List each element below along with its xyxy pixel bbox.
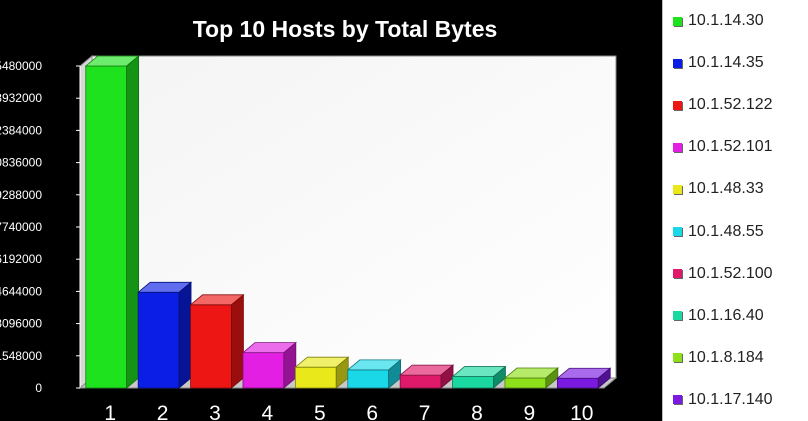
x-tick-label: 6 [366, 402, 378, 421]
y-tick-label: 10836000 [0, 156, 42, 170]
y-tick-label: 13932000 [0, 91, 42, 105]
bar-chart: Top 10 Hosts by Total Bytes 154800001393… [0, 16, 618, 421]
y-tick-label: 12384000 [0, 123, 42, 137]
legend-swatch [673, 353, 682, 363]
legend-swatch [673, 142, 682, 152]
x-tick-label: 10 [570, 402, 593, 421]
y-tick-label: 7740000 [0, 220, 42, 234]
legend-item: 10.1.16.40 [673, 306, 764, 326]
legend-swatch [673, 395, 682, 405]
legend-swatch [673, 227, 682, 237]
bar-front [85, 65, 128, 389]
y-tick-label: 4644000 [0, 284, 42, 298]
legend-label: 10.1.48.55 [688, 222, 764, 240]
y-tick-label: 15480000 [0, 59, 42, 73]
bar-4 [241, 341, 297, 389]
y-tick-label: 6192000 [0, 252, 42, 266]
legend-label: 10.1.14.30 [688, 12, 764, 30]
x-tick-label: 5 [314, 402, 326, 421]
legend-label: 10.1.16.40 [688, 306, 764, 324]
bar-9 [503, 367, 559, 389]
chart-area: Top 10 Hosts by Total Bytes 154800001393… [0, 16, 618, 421]
legend-item: 10.1.14.30 [673, 11, 764, 31]
legend-label: 10.1.52.100 [688, 264, 773, 282]
legend-label: 10.1.48.33 [688, 180, 764, 198]
bar-3 [189, 293, 245, 389]
legend-label: 10.1.14.35 [688, 54, 764, 72]
legend-swatch [673, 58, 682, 68]
legend-swatch [673, 16, 682, 26]
legend-item: 10.1.14.35 [673, 53, 764, 73]
bar-6 [346, 359, 402, 389]
legend-label: 10.1.17.140 [688, 390, 773, 408]
bar-front [347, 369, 390, 389]
legend-item: 10.1.48.33 [673, 179, 764, 199]
legend-item: 10.1.52.101 [673, 137, 773, 157]
bar-7 [399, 364, 455, 389]
legend-label: 10.1.52.101 [688, 138, 773, 156]
bar-8 [451, 365, 507, 389]
y-tick-label: 0 [35, 381, 42, 395]
legend-item: 10.1.8.184 [673, 348, 764, 368]
bar-front [190, 304, 232, 389]
x-tick-label: 9 [524, 402, 536, 421]
bar-1 [84, 55, 140, 389]
legend-swatch [673, 100, 682, 110]
y-tick-label: 1548000 [0, 349, 42, 363]
legend-swatch [673, 269, 682, 279]
bar-side [126, 55, 140, 389]
x-tick-label: 3 [209, 402, 221, 421]
x-tick-label: 1 [104, 402, 116, 421]
legend-item: 10.1.17.140 [673, 390, 773, 410]
legend-item: 10.1.52.122 [673, 95, 773, 115]
legend-label: 10.1.8.184 [688, 348, 764, 366]
legend-item: 10.1.48.55 [673, 222, 764, 242]
x-tick-label: 2 [157, 402, 169, 421]
bar-5 [294, 356, 350, 389]
legend-swatch [673, 184, 682, 194]
bar-10 [556, 367, 612, 389]
bar-side [178, 281, 192, 389]
x-tick-label: 7 [419, 402, 431, 421]
legend: 10.1.14.30 10.1.14.35 10.1.52.122 10.1.52.1… [662, 0, 808, 421]
legend-item: 10.1.52.100 [673, 264, 773, 284]
x-tick-label: 8 [471, 402, 483, 421]
bar-side [231, 293, 244, 389]
chart-title: Top 10 Hosts by Total Bytes [193, 16, 498, 42]
bar-side [597, 367, 611, 389]
bar-front [504, 377, 547, 389]
y-tick-label: 3096000 [0, 317, 42, 331]
bar-front [242, 352, 285, 389]
bar-front [452, 376, 494, 389]
bar-front [137, 291, 180, 389]
bar-front [294, 366, 337, 389]
x-tick-label: 4 [262, 402, 274, 421]
bar-2 [137, 281, 193, 389]
y-tick-label: 9288000 [0, 188, 42, 202]
bar-front [399, 374, 442, 389]
legend-label: 10.1.52.122 [688, 96, 773, 114]
legend-swatch [673, 311, 682, 321]
bar-front [556, 377, 599, 389]
